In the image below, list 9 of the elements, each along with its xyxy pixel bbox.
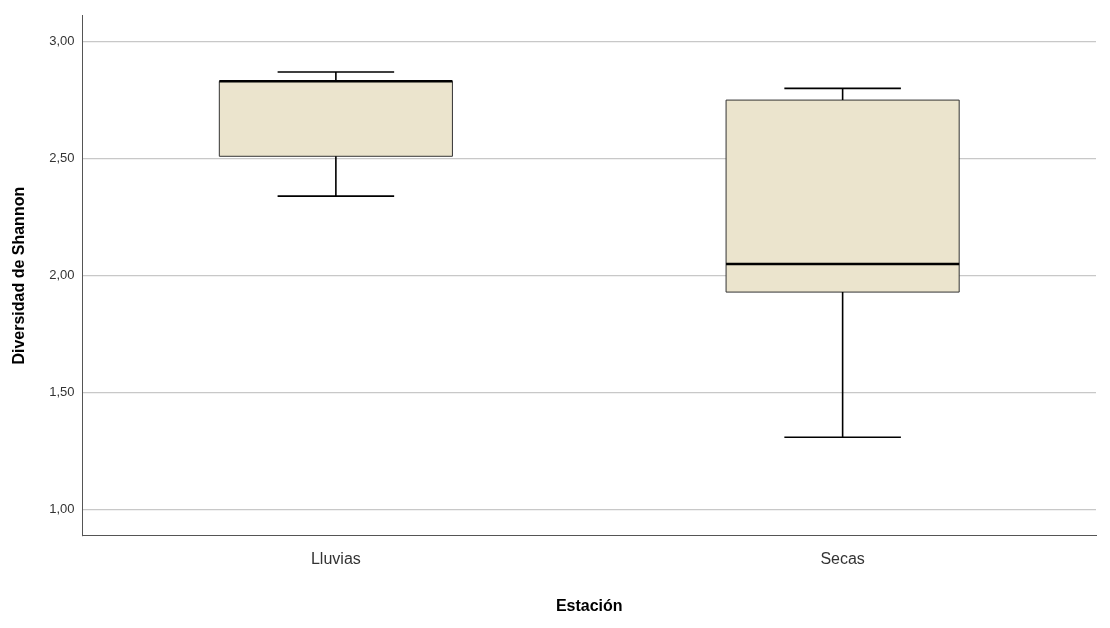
x-tick-label: Secas bbox=[820, 549, 865, 567]
y-tick-label: 1,50 bbox=[49, 384, 75, 400]
y-tick-label: 2,00 bbox=[49, 267, 75, 283]
y-tick-label: 1,00 bbox=[49, 501, 75, 517]
y-axis-title: Diversidad de Shannon bbox=[10, 186, 28, 365]
x-tick-label: Lluvias bbox=[310, 549, 361, 567]
y-tick-label: 3,00 bbox=[49, 33, 75, 49]
y-tick-label: 2,50 bbox=[49, 150, 75, 166]
x-axis-title: Estación bbox=[555, 596, 623, 614]
